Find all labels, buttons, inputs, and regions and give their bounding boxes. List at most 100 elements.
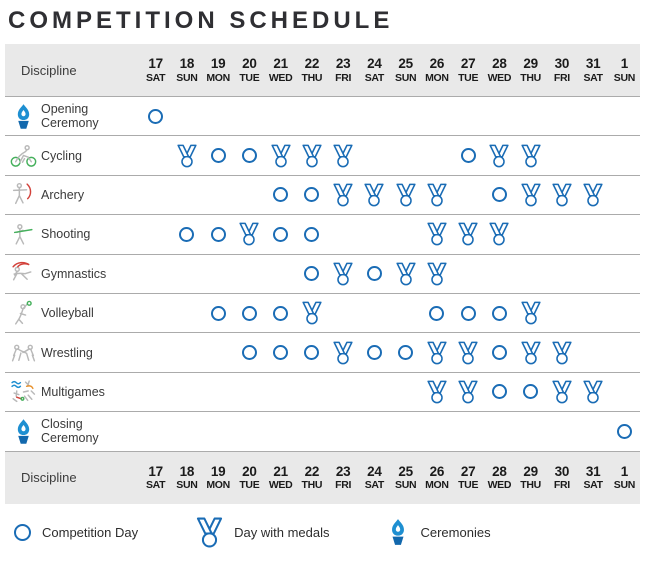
date-number: 24 [367, 463, 382, 479]
competition-day-marker [304, 266, 320, 282]
date-number: 26 [429, 463, 445, 479]
schedule-row: Shooting [5, 215, 640, 255]
day-cell [515, 97, 546, 135]
date-weekday: MON [425, 479, 449, 492]
day-cell [265, 97, 296, 135]
date-weekday: SUN [394, 71, 417, 84]
medal-marker [396, 183, 416, 207]
day-cell [203, 412, 234, 450]
day-cell [390, 176, 421, 214]
date-column-header: 19 MON [203, 464, 234, 492]
day-cells [140, 294, 640, 332]
date-weekday: THU [520, 479, 541, 492]
date-weekday: SUN [176, 479, 198, 492]
wrestling-icon [11, 344, 35, 362]
date-column-header: 30 FRI [546, 56, 577, 84]
date-weekday: SAT [145, 71, 166, 84]
date-number: 30 [554, 463, 570, 479]
date-weekday: WED [487, 479, 512, 492]
day-cell [421, 97, 452, 135]
day-cells [140, 176, 640, 214]
medal-marker [333, 144, 353, 167]
day-cell [515, 373, 546, 411]
day-cell [515, 333, 546, 371]
day-cell [546, 412, 577, 450]
day-cell [359, 294, 390, 332]
medal-marker [333, 341, 353, 364]
competition-day-marker [491, 305, 507, 321]
day-cell [484, 255, 515, 293]
competition-day-marker [210, 148, 226, 164]
day-cell [515, 255, 546, 293]
date-column-header: 22 THU [296, 464, 327, 492]
day-cell [203, 255, 234, 293]
day-cells [140, 97, 640, 135]
medal-marker [552, 380, 572, 404]
date-number: 19 [210, 463, 226, 479]
date-weekday: SAT [364, 71, 385, 84]
date-number: 31 [585, 463, 601, 479]
date-column-header: 31 SAT [578, 56, 609, 84]
date-weekday: SAT [364, 479, 385, 492]
day-cell [359, 333, 390, 371]
day-cell [296, 255, 327, 293]
day-cell [578, 215, 609, 253]
day-cell [515, 136, 546, 174]
date-column-header: 28 WED [484, 56, 515, 84]
day-cell [296, 215, 327, 253]
day-cell [140, 333, 171, 371]
day-cell [171, 255, 202, 293]
date-number: 23 [335, 56, 351, 72]
day-cell [484, 373, 515, 411]
competition-day-marker [304, 226, 320, 242]
day-cell [515, 215, 546, 253]
date-weekday: WED [268, 479, 293, 492]
day-cell [328, 255, 359, 293]
date-weekday: WED [268, 71, 293, 84]
medal-marker [427, 380, 447, 404]
day-cell [234, 176, 265, 214]
day-cell [484, 176, 515, 214]
day-cell [578, 97, 609, 135]
discipline-label: Multigames [41, 384, 105, 399]
date-weekday: SAT [583, 71, 603, 84]
day-cell [140, 294, 171, 332]
day-cell [453, 136, 484, 174]
day-cell [203, 333, 234, 371]
day-cell [265, 215, 296, 253]
day-cell [578, 294, 609, 332]
date-number: 1 [620, 56, 629, 72]
shooting-icon [13, 223, 33, 245]
discipline-icon-cell [5, 221, 41, 248]
schedule-row: Volleyball [5, 294, 640, 334]
medal-marker [427, 262, 447, 286]
date-number: 21 [273, 463, 288, 479]
legend-label: Competition Day [42, 524, 139, 540]
day-cell [421, 176, 452, 214]
date-number: 22 [304, 56, 320, 72]
competition-day-marker [460, 148, 476, 164]
date-number: 29 [523, 56, 538, 72]
schedule-row: Opening Ceremony [5, 97, 640, 137]
date-column-header: 1 SUN [609, 464, 640, 492]
date-number: 30 [554, 56, 570, 72]
day-cell [328, 97, 359, 135]
day-cell [546, 373, 577, 411]
day-cell [578, 176, 609, 214]
date-number: 31 [585, 56, 601, 72]
date-weekday: SUN [394, 479, 417, 492]
competition-day-marker [366, 345, 382, 361]
torch-icon [17, 103, 29, 129]
date-number: 17 [148, 56, 163, 72]
day-cell [265, 412, 296, 450]
competition-day-marker [304, 345, 320, 361]
date-column-header: 29 THU [515, 464, 546, 492]
date-number: 1 [620, 463, 629, 479]
day-cell [390, 97, 421, 135]
date-weekday: TUE [458, 71, 479, 84]
competition-schedule: COMPETITION SCHEDULE Discipline 17 SAT 18 S… [5, 7, 640, 547]
day-cell [515, 176, 546, 214]
table-header-bottom: Discipline 17 SAT 18 SUN 19 MON 20 TUE 21 WED 22 TH… [5, 451, 640, 504]
day-cell [609, 97, 640, 135]
day-cell [609, 373, 640, 411]
